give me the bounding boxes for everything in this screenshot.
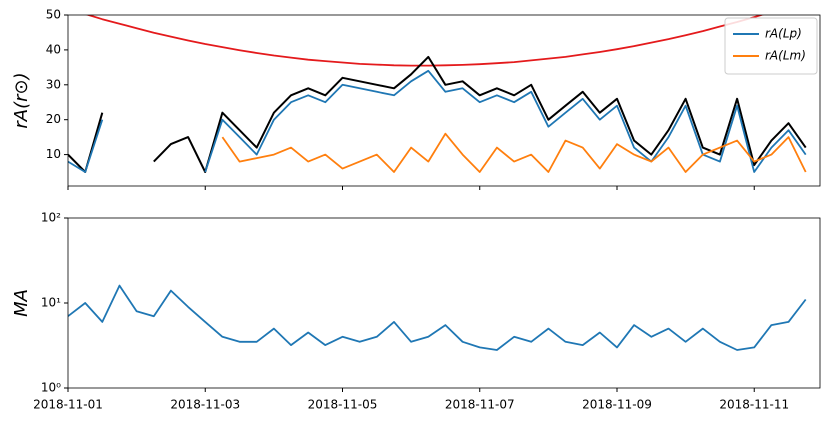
axes-frame: [67, 217, 821, 389]
y-axis-label: rA(r⊙): [11, 72, 32, 128]
y-tick-label: 10²: [41, 211, 61, 225]
y-tick-label: 10¹: [41, 296, 61, 310]
plot-area: [68, 284, 807, 351]
line-series: [85, 15, 765, 67]
legend-label: rA(Lm): [765, 49, 806, 63]
legend-label: rA(Lp): [765, 27, 802, 41]
line-series: [68, 284, 807, 351]
x-tick-label: 2018-11-09: [582, 398, 652, 412]
x-tick-label: 2018-11-01: [33, 398, 103, 412]
line-series: [68, 55, 807, 173]
line-series: [221, 132, 807, 173]
y-tick-label: 10⁰: [41, 381, 61, 395]
y-tick-label: 10: [46, 147, 61, 161]
x-tick-label: 2018-11-07: [445, 398, 515, 412]
x-tick-label: 2018-11-11: [719, 398, 789, 412]
plot-area: [68, 15, 807, 173]
y-tick-label: 20: [46, 112, 61, 126]
x-tick-label: 2018-11-05: [308, 398, 378, 412]
line-series: [68, 69, 807, 173]
y-tick-label: 50: [46, 8, 61, 22]
axes-frame: [67, 14, 821, 187]
y-tick-label: 40: [46, 42, 61, 56]
y-axis-label: MA: [11, 289, 32, 317]
legend-box: [724, 17, 818, 75]
y-tick-label: 30: [46, 77, 61, 91]
x-tick-label: 2018-11-03: [170, 398, 240, 412]
